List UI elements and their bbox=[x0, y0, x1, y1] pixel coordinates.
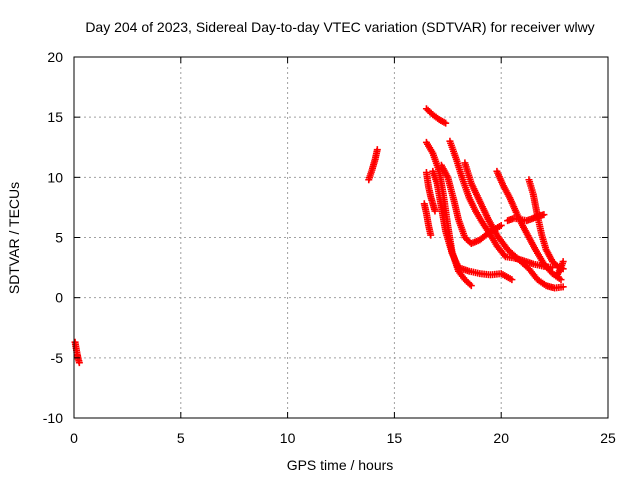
data-point bbox=[559, 283, 567, 291]
y-axis-label: SDTVAR / TECUs bbox=[6, 182, 22, 294]
x-tick-label: 20 bbox=[493, 430, 509, 446]
chart-title: Day 204 of 2023, Sidereal Day-to-day VTE… bbox=[85, 19, 594, 35]
data-point bbox=[497, 221, 505, 229]
y-tick-label: -10 bbox=[43, 410, 63, 426]
data-point bbox=[540, 211, 548, 219]
series-arc-early bbox=[71, 338, 83, 367]
x-tick-label: 10 bbox=[280, 430, 296, 446]
data-point bbox=[427, 231, 435, 239]
data-point bbox=[557, 276, 565, 284]
y-tick-label: 15 bbox=[47, 109, 63, 125]
data-point bbox=[75, 359, 83, 367]
series-arc-16.8 bbox=[429, 167, 516, 284]
x-axis-label: GPS time / hours bbox=[287, 457, 394, 473]
data-point bbox=[467, 282, 475, 290]
series-arc-16.5-top bbox=[422, 105, 450, 127]
data-point bbox=[373, 146, 381, 154]
data-point bbox=[559, 258, 567, 266]
data-point bbox=[508, 276, 516, 284]
series-arc-18.3 bbox=[461, 159, 567, 292]
grid bbox=[74, 57, 608, 418]
y-tick-label: 5 bbox=[55, 230, 63, 246]
y-tick-label: -5 bbox=[51, 350, 64, 366]
series-arc-14h bbox=[365, 146, 381, 184]
series-arc-16.5-b bbox=[422, 169, 439, 215]
y-tick-label: 0 bbox=[55, 290, 63, 306]
y-tick-label: 10 bbox=[47, 169, 63, 185]
x-tick-label: 15 bbox=[387, 430, 403, 446]
data-point bbox=[431, 207, 439, 215]
series-arc-22.8 bbox=[553, 258, 567, 280]
axis-ticks: 0 5 10 15 20 25 -10 -5 0 5 10 15 20 bbox=[43, 49, 616, 446]
data-points bbox=[71, 105, 567, 367]
y-tick-label: 20 bbox=[47, 49, 63, 65]
data-point bbox=[442, 119, 450, 127]
x-tick-label: 25 bbox=[600, 430, 616, 446]
x-tick-label: 5 bbox=[177, 430, 185, 446]
x-tick-label: 0 bbox=[70, 430, 78, 446]
series-arc-16.5-c bbox=[420, 200, 435, 239]
